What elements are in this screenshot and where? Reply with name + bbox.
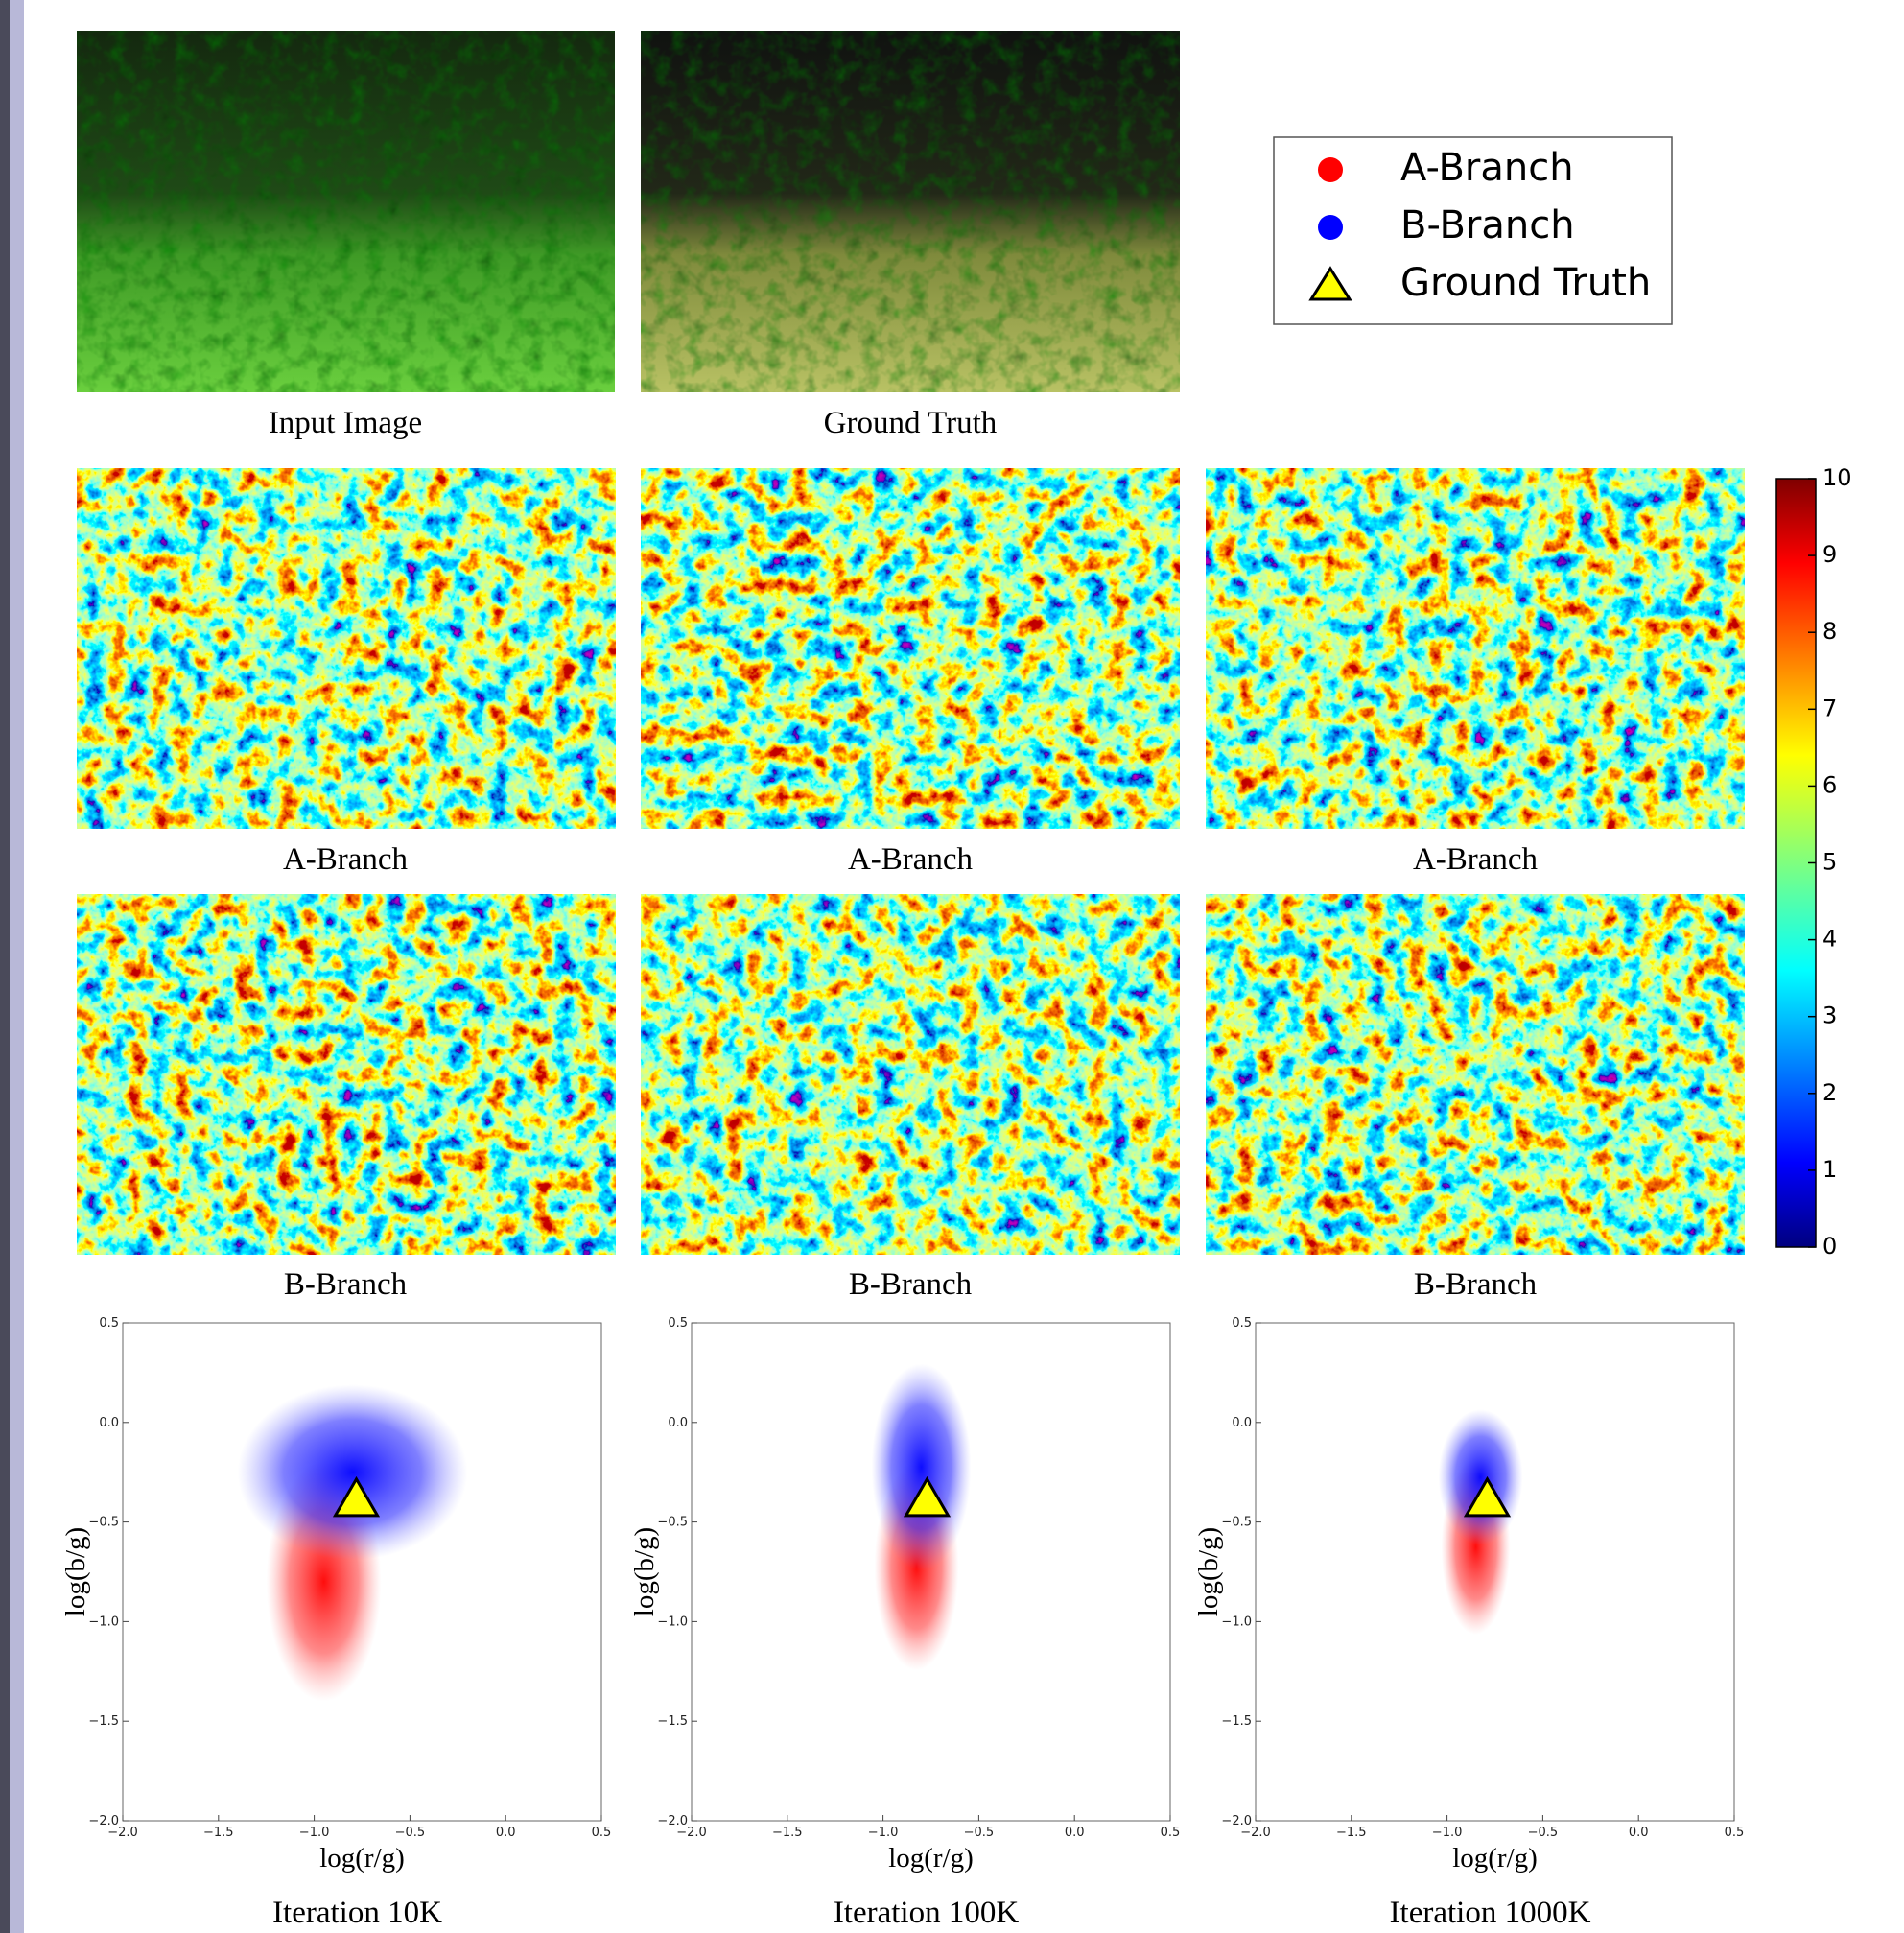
heatmap — [641, 894, 1180, 1255]
caption: Input Image — [269, 406, 422, 440]
chart-title: Iteration 100K — [834, 1896, 1020, 1930]
colorbar-tick-label: 6 — [1822, 771, 1837, 798]
x-tick-label: −0.5 — [1528, 1826, 1559, 1840]
x-tick-label: −1.0 — [868, 1826, 899, 1840]
caption: Ground Truth — [824, 406, 998, 440]
caption: A-Branch — [1413, 842, 1539, 877]
colorbar-tick-label: 1 — [1822, 1156, 1837, 1183]
colorbar-tick-label: 2 — [1822, 1079, 1837, 1106]
colorbar-tick-label: 3 — [1822, 1002, 1837, 1029]
heatmap — [1206, 894, 1745, 1255]
page-edge — [10, 0, 24, 1933]
x-tick-label: −1.0 — [1432, 1826, 1463, 1840]
legend-marker — [1318, 215, 1343, 240]
caption: B-Branch — [284, 1267, 408, 1302]
heatmap — [641, 468, 1180, 829]
y-tick-label: 0.0 — [1232, 1416, 1252, 1430]
y-tick-label: −1.0 — [657, 1615, 688, 1629]
y-axis-label: log(b/g) — [1193, 1527, 1224, 1616]
y-tick-label: 0.5 — [1232, 1316, 1252, 1331]
y-tick-label: 0.5 — [668, 1316, 688, 1331]
caption: A-Branch — [283, 842, 409, 877]
heatmap — [77, 894, 616, 1255]
x-tick-label: −1.0 — [299, 1826, 330, 1840]
legend-label: Ground Truth — [1400, 261, 1651, 305]
colorbar-tick-label: 7 — [1822, 695, 1837, 721]
chart-title: Iteration 10K — [272, 1896, 442, 1930]
x-axis-label: log(r/g) — [319, 1843, 405, 1874]
legend-label: B-Branch — [1400, 203, 1575, 248]
caption: B-Branch — [849, 1267, 973, 1302]
legend-label: A-Branch — [1400, 146, 1574, 190]
y-tick-label: −1.0 — [1221, 1615, 1252, 1629]
colorbar-tick-label: 8 — [1822, 618, 1837, 645]
x-tick-label: 0.0 — [496, 1826, 516, 1840]
heatmap — [77, 468, 616, 829]
point-cloud — [1439, 1409, 1523, 1544]
x-tick-label: −1.5 — [772, 1826, 803, 1840]
legend-marker — [1318, 157, 1343, 182]
chart-title: Iteration 1000K — [1390, 1896, 1591, 1930]
y-tick-label: −0.5 — [1221, 1516, 1252, 1530]
photo-texture — [641, 31, 1180, 392]
x-tick-label: −1.5 — [203, 1826, 234, 1840]
y-tick-label: −1.0 — [88, 1615, 119, 1629]
y-axis-label: log(b/g) — [60, 1527, 91, 1616]
x-tick-label: −1.5 — [1336, 1826, 1367, 1840]
x-tick-label: 0.0 — [1629, 1826, 1649, 1840]
colorbar-tick-label: 4 — [1822, 926, 1837, 953]
y-tick-label: 0.0 — [668, 1416, 688, 1430]
x-tick-label: −0.5 — [395, 1826, 426, 1840]
y-tick-label: 0.5 — [99, 1316, 119, 1331]
x-tick-label: 0.5 — [592, 1826, 612, 1840]
y-tick-label: −1.5 — [88, 1714, 119, 1729]
x-axis-label: log(r/g) — [1452, 1843, 1538, 1874]
x-tick-label: 0.5 — [1725, 1826, 1745, 1840]
page-edge — [0, 0, 10, 1933]
x-axis-label: log(r/g) — [888, 1843, 974, 1874]
y-axis-label: log(b/g) — [629, 1527, 660, 1616]
y-tick-label: −1.5 — [1221, 1714, 1252, 1729]
y-tick-label: −1.5 — [657, 1714, 688, 1729]
photo-texture — [77, 31, 615, 392]
colorbar-tick-label: 5 — [1822, 849, 1837, 876]
x-tick-label: 0.5 — [1161, 1826, 1181, 1840]
colorbar-tick-label: 0 — [1822, 1233, 1837, 1260]
x-tick-label: 0.0 — [1065, 1826, 1085, 1840]
caption: A-Branch — [848, 842, 974, 877]
x-tick-label: −0.5 — [964, 1826, 995, 1840]
y-tick-label: −2.0 — [657, 1814, 688, 1828]
point-cloud — [238, 1384, 468, 1560]
heatmap — [1206, 468, 1745, 829]
colorbar-tick-label: 10 — [1822, 464, 1852, 491]
y-tick-label: −2.0 — [88, 1814, 119, 1828]
caption: B-Branch — [1414, 1267, 1538, 1302]
colorbar-tick-label: 9 — [1822, 541, 1837, 568]
y-tick-label: 0.0 — [99, 1416, 119, 1430]
point-cloud — [872, 1364, 972, 1571]
figure: Input Image Ground Truth A-Branch B-Branc… — [0, 0, 1904, 1933]
y-tick-label: −2.0 — [1221, 1814, 1252, 1828]
scatter-charts: −2.0 −1.5 −1.0 −0.5 0.0 0.5 −2.0 −1.5 −1.0 −0.5 0.… — [60, 1316, 1744, 1930]
y-tick-label: −0.5 — [657, 1516, 688, 1530]
y-tick-label: −0.5 — [88, 1516, 119, 1530]
